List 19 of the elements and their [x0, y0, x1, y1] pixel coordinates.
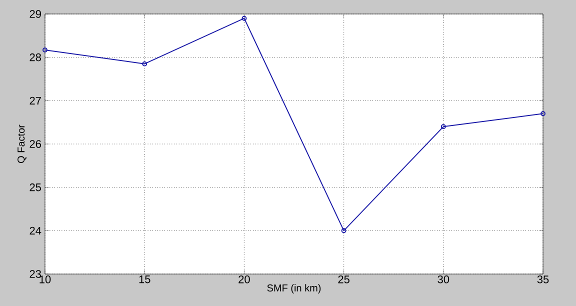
x-tick-label: 25: [338, 276, 350, 284]
x-tick-label: 35: [537, 276, 549, 284]
y-tick-label: 24: [30, 226, 42, 235]
y-tick-label: 25: [30, 183, 42, 192]
point: [142, 61, 148, 66]
y-tick-label: 23: [30, 270, 41, 278]
x-tick-label: 10: [40, 276, 51, 284]
point: [242, 16, 247, 21]
y-tick-label: 28: [30, 53, 41, 62]
x-axis-title: SMF (in km): [267, 284, 321, 294]
x-tick-label: 20: [238, 276, 250, 284]
point: [440, 124, 446, 130]
y-tick-label: 26: [30, 140, 41, 148]
x-tick-label: 15: [139, 276, 150, 284]
x-tick-label: 30: [438, 276, 450, 284]
y-tick-label: 27: [30, 96, 41, 105]
point: [341, 228, 346, 234]
y-axis-title: Q Factor: [18, 124, 26, 163]
y-tick-label: 29: [30, 10, 41, 18]
